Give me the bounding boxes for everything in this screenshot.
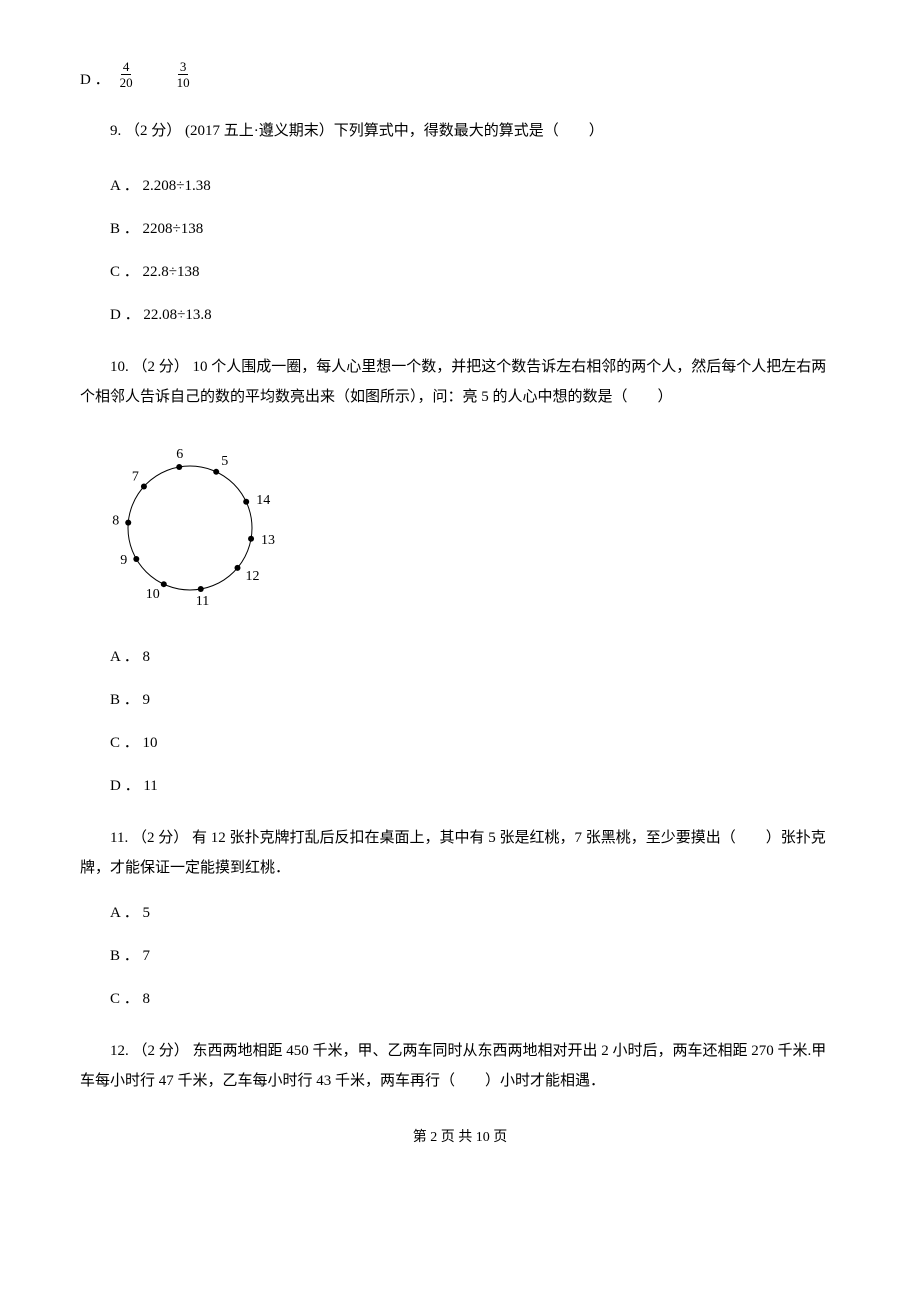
- q11-line2: 牌，才能保证一定能摸到红桃．: [80, 853, 840, 883]
- q9-option-d: D ． 22.08÷13.8: [80, 303, 840, 324]
- circle-node: [234, 564, 240, 570]
- circle-node: [198, 586, 204, 592]
- circle-node-label: 13: [261, 532, 275, 547]
- circle-outline: [128, 466, 252, 590]
- circle-node: [133, 556, 139, 562]
- q12-line1: 12. （2 分） 东西两地相距 450 千米，甲、乙两车同时从东西两地相对开出…: [80, 1036, 840, 1066]
- circle-node: [125, 519, 131, 525]
- circle-node: [176, 463, 182, 469]
- circle-node: [243, 498, 249, 504]
- q12-line2: 车每小时行 47 千米，乙车每小时行 43 千米，两车再行（ ）小时才能相遇．: [80, 1066, 840, 1096]
- frac-den: 20: [120, 75, 133, 89]
- circle-node: [248, 535, 254, 541]
- circle-node: [161, 581, 167, 587]
- circle-node-label: 5: [221, 453, 228, 468]
- circle-node-label: 14: [256, 492, 270, 507]
- circle-node-label: 9: [120, 553, 127, 568]
- q10-line2: 个相邻人告诉自己的数的平均数亮出来（如图所示），问：亮 5 的人心中想的数是（ …: [80, 382, 840, 412]
- frac-num: 4: [121, 60, 132, 75]
- q11-option-a: A ． 5: [80, 901, 840, 922]
- q8-d-letter: D ．: [80, 68, 110, 89]
- q10-option-b: B ． 9: [80, 688, 840, 709]
- q10-stem: 10. （2 分） 10 个人围成一圈，每人心里想一个数，并把这个数告诉左右相邻…: [80, 352, 840, 412]
- circle-node-label: 11: [196, 594, 209, 609]
- q11-option-c: C ． 8: [80, 987, 840, 1008]
- circle-node-label: 6: [176, 446, 183, 461]
- circle-node-label: 8: [112, 513, 119, 528]
- q9-option-b: B ． 2208÷138: [80, 217, 840, 238]
- circle-node-label: 12: [245, 568, 259, 583]
- q12-stem: 12. （2 分） 东西两地相距 450 千米，甲、乙两车同时从东西两地相对开出…: [80, 1036, 840, 1096]
- frac-den: 10: [177, 75, 190, 89]
- q8-option-d: D ． 4 20 3 10: [80, 60, 840, 89]
- frac-num: 3: [178, 60, 189, 75]
- circle-diagram: 6 5 14 13 12 11 10 9 8 7: [110, 438, 290, 618]
- q8-frac2: 3 10: [177, 60, 190, 89]
- q11-option-b: B ． 7: [80, 944, 840, 965]
- q9-option-c: C ． 22.8÷138: [80, 260, 840, 281]
- circle-node: [141, 483, 147, 489]
- q10-option-c: C ． 10: [80, 731, 840, 752]
- q10-line1: 10. （2 分） 10 个人围成一圈，每人心里想一个数，并把这个数告诉左右相邻…: [80, 352, 840, 382]
- circle-node: [213, 468, 219, 474]
- page-footer: 第 2 页 共 10 页: [80, 1126, 840, 1146]
- q11-stem: 11. （2 分） 有 12 张扑克牌打乱后反扣在桌面上，其中有 5 张是红桃，…: [80, 823, 840, 883]
- q9-option-a: A ． 2.208÷1.38: [80, 174, 840, 195]
- circle-node-label: 7: [132, 469, 139, 484]
- q8-frac1: 4 20: [120, 60, 133, 89]
- q10-option-a: A ． 8: [80, 645, 840, 666]
- q10-option-d: D ． 11: [80, 774, 840, 795]
- q9-stem: 9. （2 分） (2017 五上·遵义期末）下列算式中，得数最大的算式是（ ）: [80, 117, 840, 146]
- circle-node-label: 10: [146, 587, 160, 602]
- q11-line1: 11. （2 分） 有 12 张扑克牌打乱后反扣在桌面上，其中有 5 张是红桃，…: [80, 823, 840, 853]
